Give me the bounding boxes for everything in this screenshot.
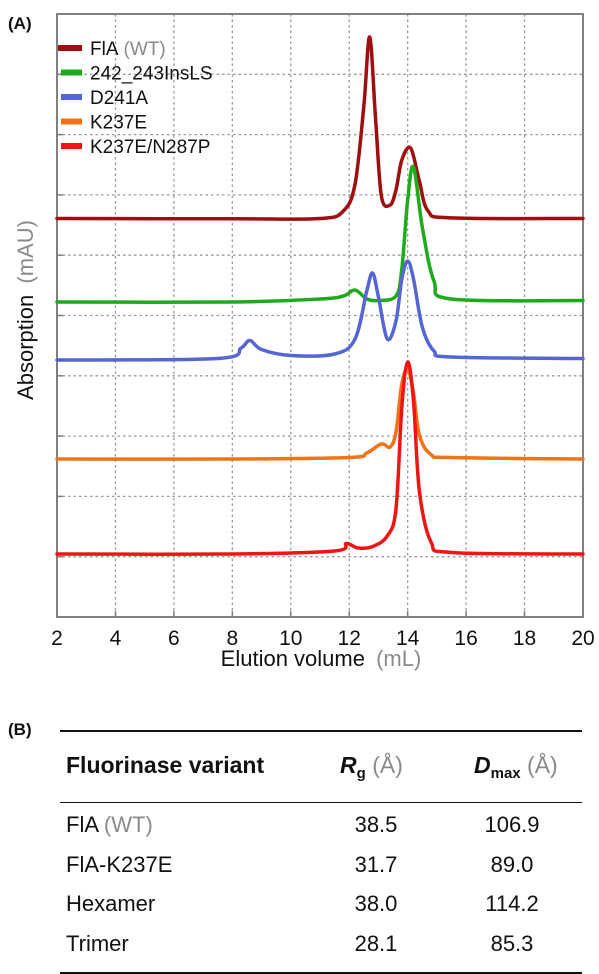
series-line-2 — [55, 259, 585, 362]
table-header-rule — [60, 802, 582, 803]
legend-swatch-1 — [61, 69, 82, 76]
y-axis-label: Absorption (mAU) — [13, 220, 38, 400]
table-cell-rg: 38.0 — [354, 891, 398, 916]
table-cell-dmax: 85.3 — [490, 930, 534, 956]
table-top-rule — [60, 730, 582, 732]
table-cell-dmax: 106.9 — [484, 812, 540, 837]
x-tick-label: 12 — [338, 627, 361, 650]
series-layer — [55, 35, 585, 556]
x-tick-label: 16 — [454, 627, 477, 650]
x-tick-label: 10 — [279, 627, 302, 650]
legend-swatch-4 — [61, 143, 82, 149]
x-tick-label: 4 — [110, 627, 122, 650]
legend-swatch-0 — [58, 45, 82, 51]
x-tick-label: 20 — [571, 627, 594, 650]
legend-layer: FlA (WT) 242_243InsLS D241A K237E K237E/N287P — [58, 39, 213, 158]
legend-label-1: 242_243InsLS — [90, 64, 213, 85]
header-dmax: Dmax (Å) — [474, 752, 558, 782]
panel-b-label: (B) — [8, 720, 32, 739]
x-tick-label: 8 — [226, 627, 238, 650]
header-variant: Fluorinase variant — [66, 752, 265, 778]
table-cell-variant: Trimer — [66, 930, 129, 956]
series-line-4 — [55, 360, 585, 556]
plot-frame — [56, 13, 584, 618]
legend-swatch-3 — [61, 118, 82, 125]
x-axis-unit: (mL) — [376, 646, 421, 671]
x-axis-label: Elution volume (mL) — [221, 646, 422, 671]
table-cell-dmax: 114.2 — [485, 891, 539, 916]
table-cell-variant: FlA (WT) — [66, 812, 153, 837]
header-rg: Rg (Å) — [340, 752, 403, 782]
legend-label-3: K237E — [90, 113, 147, 134]
legend-swatch-2 — [61, 94, 82, 100]
y-axis-unit: (mAU) — [13, 220, 38, 284]
x-tick-label: 14 — [396, 627, 420, 650]
grid-layer — [57, 14, 583, 617]
series-line-3 — [55, 367, 585, 461]
legend-label-2: D241A — [90, 88, 148, 109]
x-tick-label: 18 — [513, 627, 536, 650]
x-tick-label: 2 — [51, 627, 63, 650]
chromatogram-chart: 2 4 6 8 10 12 14 16 18 20 FlA (WT) 242_243InsLS D241… — [13, 13, 595, 671]
table-cell-dmax: 89.0 — [490, 851, 534, 877]
axes-layer: 2 4 6 8 10 12 14 16 18 20 — [51, 13, 595, 650]
legend-label-0: FlA (WT) — [90, 39, 166, 60]
legend-label-4: K237E/N287P — [90, 137, 210, 158]
series-line-0 — [55, 35, 585, 221]
table-cell-rg: 38.5 — [354, 812, 398, 837]
table-bottom-rule — [60, 972, 582, 974]
table-cell-variant: FlA-K237E — [66, 851, 173, 877]
table-cell-variant: Hexamer — [66, 891, 156, 916]
panel-a-label: (A) — [8, 14, 32, 33]
table-cell-rg: 28.1 — [354, 930, 398, 956]
table-cell-rg: 31.7 — [354, 851, 398, 877]
dmax-unit: (Å) — [527, 752, 558, 778]
series-line-1 — [55, 164, 585, 304]
rg-unit: (Å) — [372, 752, 403, 778]
x-tick-label: 6 — [168, 627, 180, 650]
